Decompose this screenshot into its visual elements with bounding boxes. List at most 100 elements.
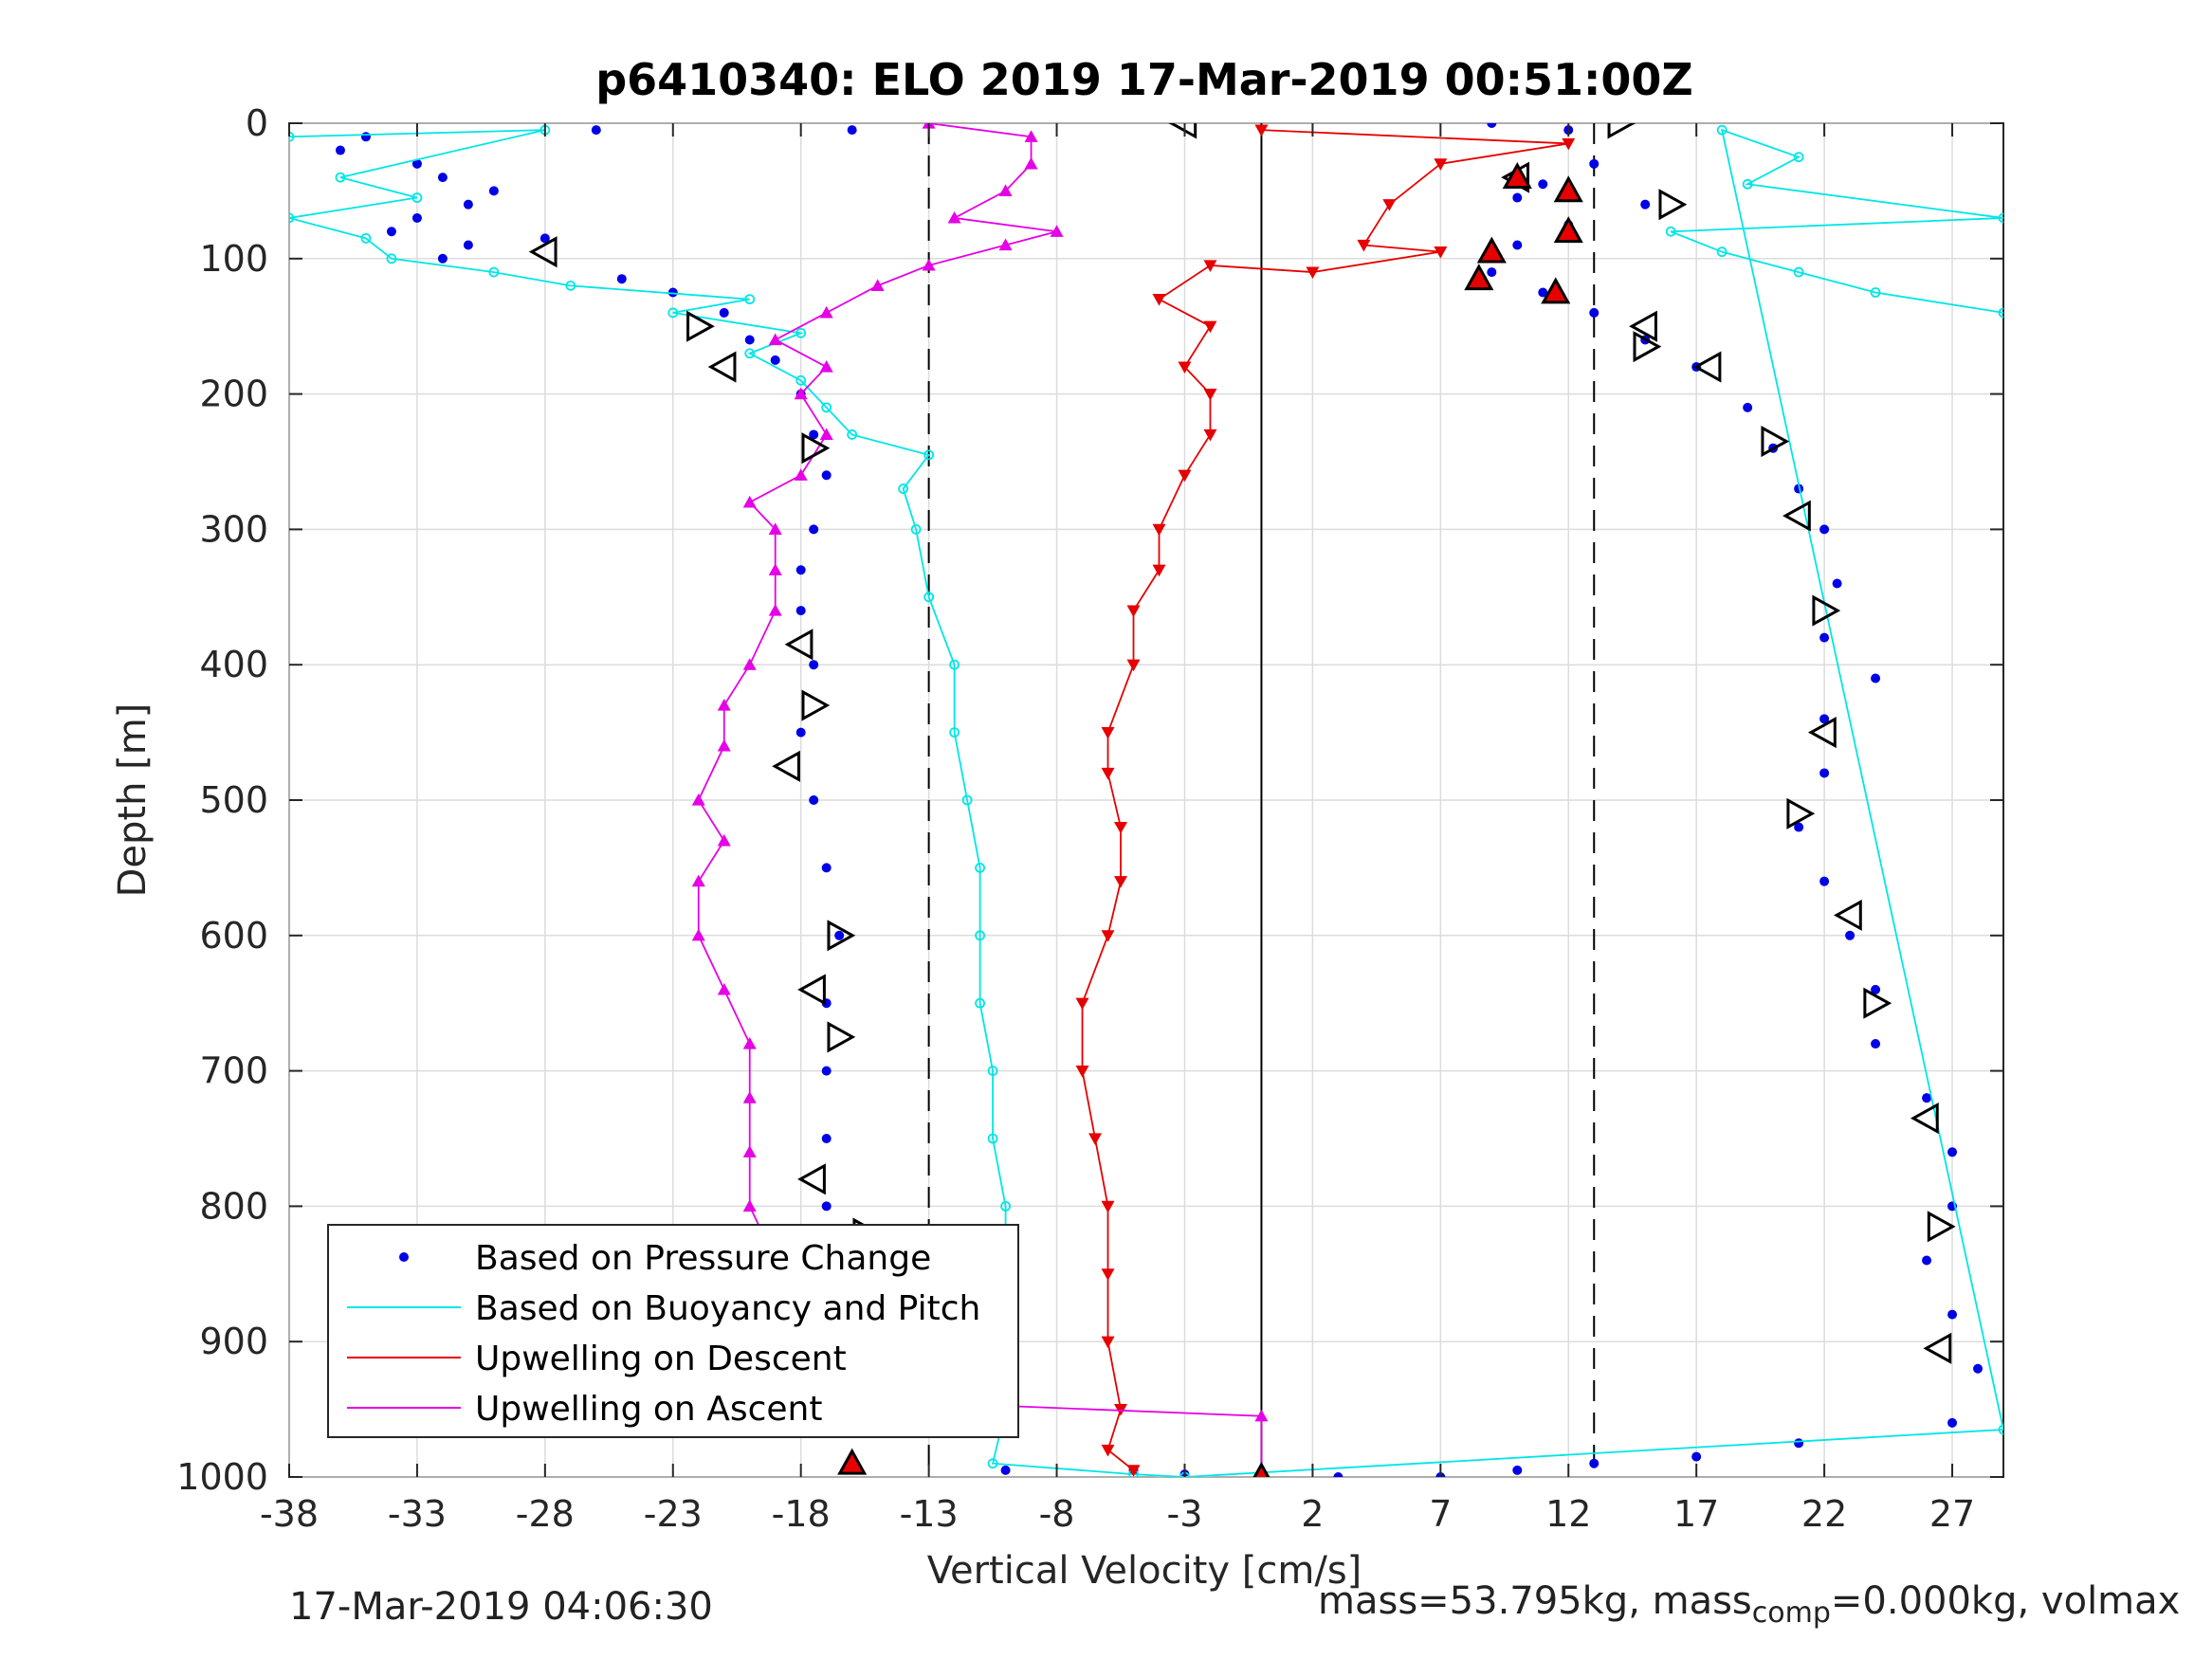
descent-point	[1126, 659, 1141, 672]
x-tick-label: 7	[1429, 1493, 1452, 1535]
ascent-point	[742, 1091, 757, 1103]
ascent-point	[717, 699, 731, 711]
pressure-point	[1794, 483, 1804, 494]
pressure-point	[795, 727, 806, 738]
buoyancy-point	[1000, 1201, 1011, 1212]
red-triangle-marker	[837, 1448, 868, 1475]
ascent-point	[768, 604, 782, 616]
triangle-marker	[1786, 797, 1816, 830]
x-tick-label: -8	[1039, 1493, 1075, 1535]
x-tick-label: 2	[1301, 1493, 1324, 1535]
legend-label: Upwelling on Ascent	[475, 1390, 822, 1429]
x-tick-label: 12	[1545, 1493, 1591, 1535]
buoyancy-point	[975, 997, 985, 1009]
buoyancy-point	[1793, 152, 1804, 163]
buoyancy-point	[910, 524, 922, 535]
pressure-point	[1691, 1451, 1702, 1462]
series-line	[289, 128, 2003, 1477]
buoyancy-point	[949, 727, 960, 738]
descent-point	[1101, 1444, 1115, 1457]
buoyancy-point	[847, 429, 858, 440]
y-tick-label: 200	[199, 374, 268, 415]
pressure-point	[1538, 179, 1548, 190]
descent-point	[1126, 1465, 1141, 1477]
pressure-point	[770, 355, 780, 365]
pressure-point	[1871, 1039, 1881, 1049]
pressure-point	[1819, 768, 1830, 778]
pressure-point	[1512, 192, 1523, 203]
buoyancy-point	[923, 449, 935, 461]
pressure-point	[1845, 930, 1856, 940]
y-tick-label: 400	[199, 644, 268, 685]
legend-label: Based on Pressure Change	[475, 1239, 931, 1278]
buoyancy-point	[975, 863, 985, 873]
ascent-point	[691, 874, 705, 887]
triangle-marker	[686, 310, 715, 342]
triangle-marker	[1927, 1211, 1956, 1243]
pressure-point	[821, 1201, 832, 1212]
ascent-point	[870, 279, 885, 291]
series-5	[837, 162, 1583, 1477]
buoyancy-point	[898, 483, 909, 494]
x-axis-label: Vertical Velocity [cm/s]	[927, 1549, 1362, 1593]
buoyancy-point	[1716, 246, 1728, 258]
descent-point	[1152, 294, 1166, 306]
x-tick-label: -33	[388, 1493, 447, 1535]
pressure-point	[719, 307, 729, 318]
pressure-point	[1589, 1458, 1600, 1468]
pressure-point	[616, 274, 627, 284]
buoyancy-point	[488, 266, 500, 278]
pressure-point	[821, 470, 832, 481]
triangle-marker	[772, 750, 800, 782]
descent-point	[1178, 469, 1192, 483]
buoyancy-point	[565, 280, 576, 291]
buoyancy-point	[744, 348, 756, 359]
buoyancy-point	[1665, 226, 1676, 237]
ascent-point	[717, 982, 731, 995]
buoyancy-point	[411, 192, 423, 203]
y-tick-label: 1000	[176, 1456, 268, 1498]
triangle-marker	[827, 920, 856, 952]
pressure-point	[821, 1066, 832, 1076]
buoyancy-point	[795, 327, 807, 338]
footer-mass-info: mass=53.795kg, masscomp=0.000kg, volmax	[1318, 1579, 2180, 1630]
ascent-point	[742, 1037, 757, 1049]
descent-point	[1152, 523, 1166, 537]
buoyancy-point	[386, 253, 397, 264]
buoyancy-point	[949, 659, 960, 670]
descent-point	[1254, 124, 1269, 137]
y-tick-label: 500	[199, 779, 268, 821]
pressure-point	[1832, 578, 1842, 589]
ascent-point	[1254, 1409, 1269, 1422]
x-tick-label: -38	[260, 1493, 319, 1535]
ascent-point	[742, 658, 757, 670]
buoyancy-point	[987, 1133, 998, 1144]
ascent-point	[998, 238, 1013, 251]
triangle-marker	[707, 351, 737, 383]
ascent-point	[691, 928, 705, 941]
pressure-point	[463, 199, 473, 210]
red-triangle-marker	[1502, 162, 1532, 190]
x-tick-label: 22	[1801, 1493, 1847, 1535]
ascent-point	[1024, 130, 1038, 142]
triangle-marker	[1808, 717, 1837, 749]
chart-title: p6410340: ELO 2019 17-Mar-2019 00:51:00Z	[595, 54, 1693, 105]
ascent-point	[742, 1145, 757, 1158]
pressure-point	[809, 429, 819, 440]
buoyancy-point	[289, 212, 295, 224]
ascent-point	[998, 184, 1013, 196]
descent-point	[1203, 389, 1217, 401]
buoyancy-point	[821, 402, 832, 413]
descent-point	[1101, 1268, 1115, 1281]
pressure-point	[1000, 1465, 1011, 1475]
legend-marker	[399, 1252, 409, 1262]
ascent-point	[768, 563, 782, 575]
pressure-point	[1871, 673, 1881, 684]
red-triangle-marker	[1541, 277, 1571, 304]
ascent-point	[742, 1199, 757, 1212]
pressure-point	[1794, 822, 1804, 832]
ascent-point	[691, 793, 705, 806]
pressure-point	[744, 335, 755, 345]
descent-point	[1101, 1336, 1115, 1349]
triangle-marker	[1923, 1332, 1952, 1364]
